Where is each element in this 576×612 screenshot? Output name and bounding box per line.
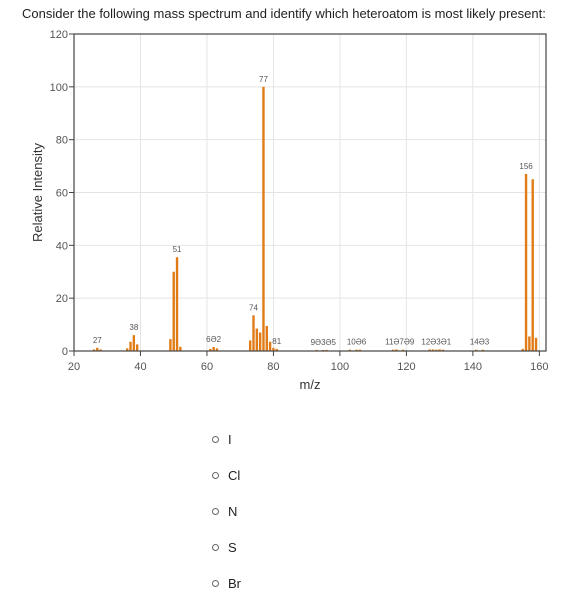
peak-label: 77	[259, 75, 268, 84]
peak-label: 27	[93, 336, 102, 345]
peak-bar	[348, 349, 352, 351]
peak-bar	[92, 349, 96, 351]
peak-label: 51	[173, 245, 182, 254]
peak-bar	[99, 349, 102, 351]
peak-bar	[275, 348, 278, 351]
peak-bar	[135, 344, 139, 351]
x-tick-label: 20	[68, 361, 80, 373]
x-tick-label: 40	[134, 361, 146, 373]
peak-label: 12Ə3Ə1	[421, 337, 451, 346]
peak-label: 9Ə3Ə5	[311, 338, 337, 347]
peak-label: 10Ə6	[347, 338, 367, 347]
x-tick-label: 100	[331, 361, 349, 373]
choice-label: Br	[228, 576, 241, 591]
peak-bar	[531, 179, 534, 351]
chart-peak-labels: 27 38 51 6Ə2 74 77 81 9Ə3Ə5 10Ə6 11Ə7Ə9 12Ə3Ə1 14Ə3…	[93, 75, 533, 347]
chart-bars	[92, 86, 538, 351]
peak-bar	[129, 341, 132, 351]
peak-bar	[395, 349, 398, 351]
x-tick-label: 60	[201, 361, 213, 373]
peak-bar	[481, 349, 485, 351]
peak-bar	[255, 328, 259, 351]
choice-label: S	[228, 540, 237, 555]
x-tick-label: 80	[267, 361, 279, 373]
peak-bar	[252, 315, 255, 351]
peak-bar	[272, 347, 275, 351]
peak-bar	[524, 174, 528, 351]
x-tick-label: 160	[530, 361, 548, 373]
y-tick-label: 0	[62, 346, 68, 358]
peak-label: 11Ə7Ə9	[385, 337, 415, 346]
choice-label: N	[228, 504, 238, 519]
peak-bar	[96, 347, 99, 351]
peak-bar	[258, 332, 262, 351]
peak-label: 14Ə3	[470, 338, 490, 347]
peak-bar	[215, 348, 219, 351]
x-axis-label: m/z	[300, 377, 321, 392]
peak-bar	[435, 349, 438, 351]
peak-bar	[175, 257, 179, 351]
radio-circle-icon[interactable]	[212, 508, 219, 515]
peak-bar	[172, 271, 175, 351]
peak-label: 74	[249, 303, 258, 312]
peak-bar	[268, 341, 272, 351]
peak-bar	[431, 349, 435, 351]
peak-label: 81	[272, 337, 281, 346]
peak-bar	[428, 349, 431, 351]
choice-n[interactable]: N	[212, 504, 237, 519]
peak-bar	[401, 349, 405, 351]
mass-spectrum-chart: 27 38 51 6Ə2 74 77 81 9Ə3Ə5 10Ə6 11Ə7Ə9 12Ə3Ə1 14Ə3…	[30, 29, 549, 392]
x-tick-label: 120	[397, 361, 415, 373]
peak-bar	[169, 339, 172, 351]
peak-bar	[125, 348, 129, 351]
choice-br[interactable]: Br	[212, 576, 241, 591]
radio-circle-icon[interactable]	[212, 436, 219, 443]
peak-bar	[179, 346, 182, 351]
choice-label: I	[228, 432, 232, 447]
x-tick-label: 140	[464, 361, 482, 373]
peak-bar	[355, 349, 358, 351]
peak-bar	[521, 348, 524, 351]
peak-bar	[262, 86, 265, 351]
y-tick-label: 60	[56, 188, 68, 200]
peak-label: 6Ə2	[206, 335, 221, 344]
y-tick-label: 20	[56, 293, 68, 305]
radio-circle-icon[interactable]	[212, 544, 219, 551]
peak-bar	[438, 349, 441, 351]
choice-s[interactable]: S	[212, 540, 237, 555]
y-tick-label: 120	[50, 29, 68, 41]
y-tick-labels: 0 20 40 60 80 100 120	[50, 29, 74, 358]
y-axis-label: Relative Intensity	[30, 143, 45, 242]
y-tick-label: 100	[50, 82, 68, 94]
peak-bar	[132, 335, 136, 351]
peak-bar	[212, 347, 215, 351]
radio-circle-icon[interactable]	[212, 580, 219, 587]
peak-bar	[474, 349, 478, 351]
chart-grid	[73, 33, 546, 352]
peak-bar	[248, 340, 252, 351]
peak-label: 38	[129, 323, 138, 332]
x-tick-labels: 20 40 60 80 100 120 140 160	[68, 351, 549, 373]
peak-bar	[391, 349, 395, 351]
y-tick-label: 40	[56, 240, 68, 252]
radio-circle-icon[interactable]	[212, 472, 219, 479]
choice-i[interactable]: I	[212, 432, 232, 447]
peak-bar	[441, 349, 445, 351]
peak-bar	[528, 336, 531, 351]
y-tick-label: 80	[56, 135, 68, 147]
peak-label: 156	[519, 162, 533, 171]
peak-bar	[534, 337, 538, 351]
peak-bar	[358, 349, 362, 351]
peak-bar	[265, 325, 268, 351]
question-text: Consider the following mass spectrum and…	[22, 6, 546, 21]
choice-label: Cl	[228, 468, 241, 483]
peak-bar	[209, 348, 212, 351]
choice-cl[interactable]: Cl	[212, 468, 240, 483]
